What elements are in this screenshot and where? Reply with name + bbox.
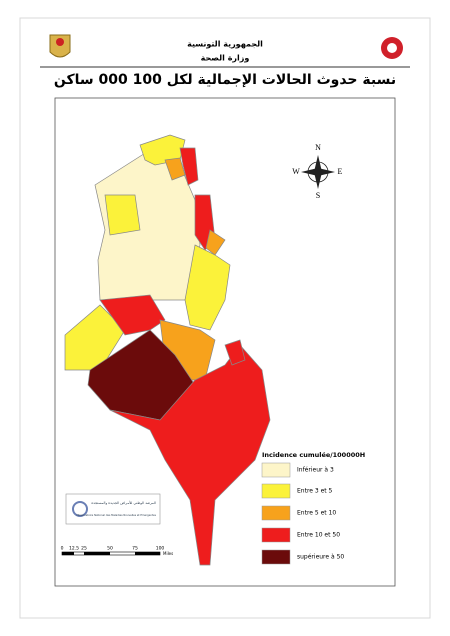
legend-label: Entre 3 et 5	[297, 488, 333, 495]
region	[179, 147, 199, 186]
region	[109, 344, 271, 566]
region	[104, 194, 141, 236]
header-line: الجمهورية التونسية	[187, 40, 263, 49]
scale-label: 100	[156, 546, 165, 552]
emblem	[49, 34, 71, 58]
scale-label: 75	[132, 546, 138, 552]
scale-unit: Miles	[163, 551, 173, 556]
compass-label: S	[316, 191, 320, 200]
legend-swatch	[261, 483, 291, 499]
legend-swatch	[261, 527, 291, 543]
scale-label: 50	[107, 546, 113, 552]
compass-label: N	[315, 143, 321, 152]
legend-label: Entre 5 et 10	[297, 510, 336, 517]
scale-label: 0	[61, 546, 64, 552]
legend-label: Entre 10 et 50	[297, 532, 340, 539]
legend: Incidence cumulée/100000H Inférieur à 3 E…	[261, 451, 365, 565]
logo-text: Observatoire National des Maladies Nouve…	[77, 513, 157, 517]
region	[64, 304, 126, 371]
legend-swatch	[261, 462, 291, 478]
title: نسبة حدوث الحالات الإجمالية لكل 100 000 …	[54, 72, 396, 88]
legend-label: Inférieur à 3	[297, 467, 334, 474]
region	[224, 339, 246, 366]
map	[64, 134, 271, 566]
compass	[301, 155, 335, 189]
observatory-logo: المرصد الوطني للأمراض الجديدة والمستجدة …	[65, 493, 161, 525]
page-frame	[19, 17, 431, 619]
legend-label: supérieure à 50	[297, 554, 344, 561]
health-logo	[381, 37, 403, 59]
scale-label: 25	[81, 546, 87, 552]
region	[99, 294, 166, 336]
region	[184, 244, 231, 331]
legend-swatch	[261, 549, 291, 565]
legend-swatch	[261, 505, 291, 521]
legend-title: Incidence cumulée/100000H	[262, 451, 365, 459]
header-line: وزارة الصحة	[201, 54, 250, 63]
scale-label: 12.5	[69, 546, 79, 552]
region	[164, 157, 186, 181]
compass-label: E	[338, 167, 343, 176]
logo-text: المرصد الوطني للأمراض الجديدة والمستجدة	[91, 500, 156, 505]
compass-label: W	[292, 167, 300, 176]
